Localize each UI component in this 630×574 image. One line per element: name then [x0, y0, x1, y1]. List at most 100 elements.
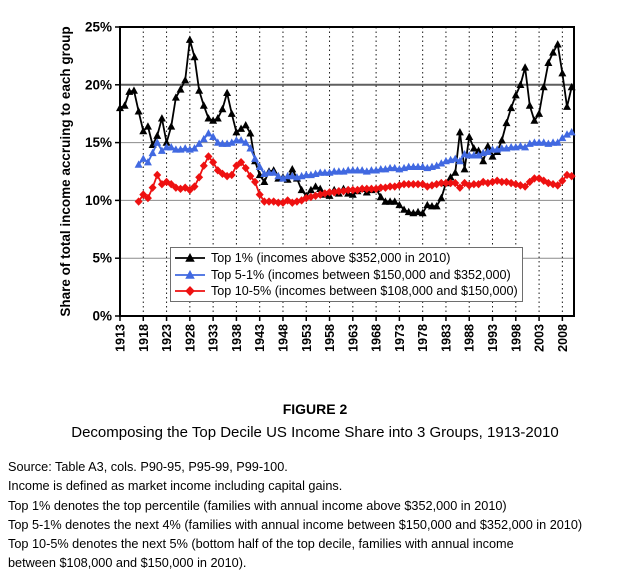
x-tick-label: 2003 [533, 324, 547, 352]
triangle-marker [269, 168, 278, 176]
black-triangle-marker-icon [175, 252, 205, 262]
diamond-marker [507, 178, 516, 188]
triangle-marker [549, 48, 558, 56]
triangle-marker [209, 116, 218, 124]
triangle-marker [469, 144, 478, 152]
triangle-marker [134, 160, 143, 168]
diamond-marker [381, 183, 390, 192]
triangle-marker [563, 102, 572, 110]
triangle-marker [516, 80, 525, 88]
diamond-marker [483, 178, 492, 188]
triangle-marker [544, 58, 553, 66]
x-tick-label: 1983 [439, 324, 453, 352]
note-top10-5-definition: Top 10-5% denotes the next 5% (bottom ha… [8, 537, 514, 552]
diamond-marker [469, 180, 478, 189]
triangle-marker [432, 201, 441, 210]
triangle-marker [195, 86, 204, 94]
triangle-marker [479, 156, 488, 165]
triangle-marker [437, 159, 446, 167]
triangle-marker [199, 101, 208, 109]
x-tick-label: 1988 [463, 324, 477, 352]
triangle-marker [204, 129, 213, 137]
triangle-marker [116, 103, 124, 112]
triangle-marker [237, 124, 246, 132]
x-tick-label: 1978 [416, 324, 430, 352]
triangle-marker [139, 126, 148, 135]
triangle-marker [185, 269, 195, 279]
triangle-marker [195, 139, 204, 147]
diamond-marker [157, 180, 166, 189]
triangle-marker [530, 116, 539, 124]
triangle-marker [553, 138, 562, 146]
triangle-marker [395, 200, 404, 209]
diamond-marker [218, 169, 227, 179]
red-diamond-marker-icon [175, 286, 205, 297]
diamond-marker [167, 180, 176, 189]
diamond-marker [269, 197, 278, 206]
triangle-marker [521, 63, 530, 71]
triangle-marker [358, 166, 367, 174]
triangle-marker [465, 132, 474, 140]
triangle-marker [227, 138, 236, 146]
triangle-marker [232, 127, 241, 136]
triangle-marker [162, 138, 171, 146]
triangle-marker [297, 185, 306, 194]
diamond-marker [204, 152, 213, 161]
figure-label: FIGURE 2 [282, 401, 348, 417]
triangle-marker [502, 118, 511, 127]
x-tick-label: 1993 [486, 324, 500, 352]
diamond-marker [209, 158, 218, 167]
triangle-marker [278, 174, 287, 182]
diamond-marker [549, 180, 558, 189]
triangle-marker [516, 141, 525, 150]
triangle-marker [483, 141, 492, 150]
triangle-marker [451, 168, 460, 176]
triangle-marker [432, 161, 441, 169]
diamond-marker [404, 180, 413, 189]
diamond-marker [195, 173, 204, 182]
triangle-marker [567, 82, 576, 91]
diamond-marker [199, 161, 208, 170]
legend-label-top1: Top 1% (incomes above $352,000 in 2010) [211, 250, 451, 265]
diamond-marker [474, 180, 483, 189]
triangle-marker [237, 136, 246, 144]
triangle-marker [143, 158, 152, 166]
triangle-marker [460, 164, 469, 173]
x-tick-label: 1948 [276, 324, 290, 352]
diamond-marker [265, 197, 273, 206]
triangle-marker [157, 114, 166, 122]
triangle-marker [553, 40, 562, 48]
triangle-marker [129, 86, 138, 94]
diamond-marker [288, 198, 297, 207]
triangle-marker [139, 154, 148, 162]
triangle-marker [185, 35, 194, 43]
triangle-marker [176, 85, 185, 93]
x-tick-label: 1953 [300, 324, 314, 352]
y-tick-label: 10% [85, 193, 112, 208]
series-diamond [134, 152, 576, 207]
triangle-marker [539, 82, 548, 91]
diamond-marker [176, 184, 185, 194]
diamond-marker [148, 183, 157, 192]
triangle-marker [474, 151, 483, 159]
triangle-marker [497, 136, 506, 144]
x-tick-label: 1913 [114, 324, 128, 352]
triangle-marker [288, 164, 297, 173]
triangle-marker [567, 127, 576, 136]
diamond-marker [311, 191, 320, 200]
diamond-marker [232, 161, 241, 170]
triangle-marker [223, 88, 232, 97]
triangle-marker [376, 192, 385, 201]
diamond-marker [162, 177, 171, 187]
triangle-marker [311, 182, 320, 190]
triangle-marker [227, 109, 236, 117]
income-share-chart: 0% 5% 10% 15% 20% 25% 1913 1918 1923 1928 1933 1938… [58, 20, 576, 352]
diamond-marker [455, 183, 464, 192]
diamond-marker [260, 197, 269, 206]
diamond-marker [134, 197, 143, 206]
triangle-marker [418, 208, 427, 217]
triangle-marker [535, 109, 544, 117]
triangle-marker [521, 143, 530, 151]
triangle-marker [474, 146, 483, 154]
triangle-marker [414, 207, 423, 216]
